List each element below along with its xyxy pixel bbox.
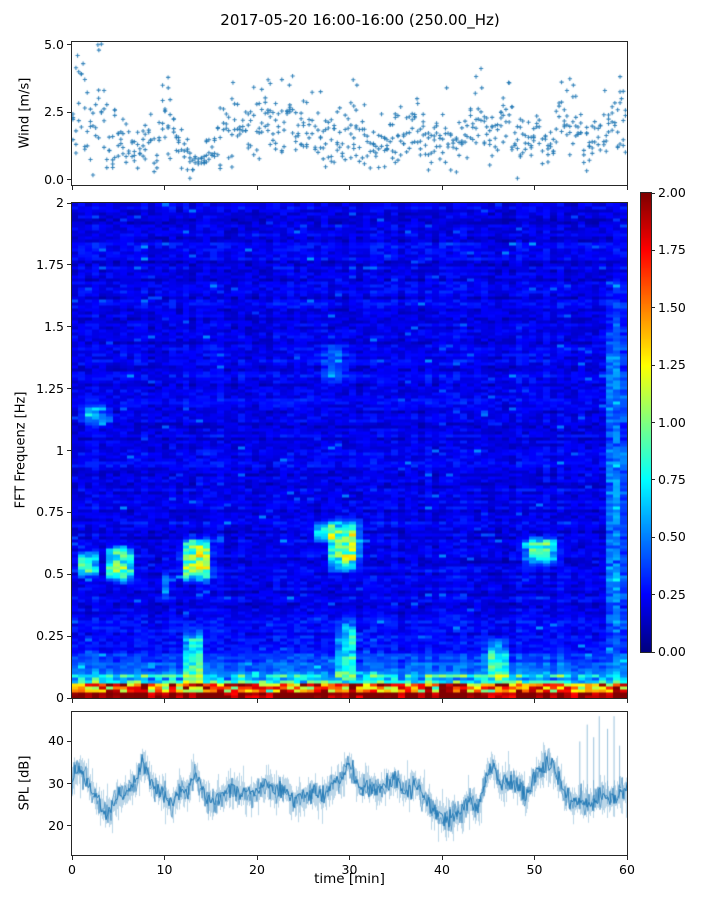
spl-ytick-label: 30 <box>48 775 64 791</box>
colorbar-gradient <box>641 193 651 652</box>
tick-mark <box>71 186 73 190</box>
time-xtick-label: 60 <box>619 862 635 877</box>
time-xtick-label: 0 <box>68 862 76 877</box>
spec-ytick-label: 2 <box>56 195 64 210</box>
tick-mark <box>652 479 655 481</box>
tick-mark <box>67 511 71 513</box>
wind-ytick-label: 2.5 <box>44 104 64 120</box>
tick-mark <box>349 186 350 190</box>
colorbar-tick-label: 0.50 <box>658 529 686 545</box>
tick-mark <box>349 699 350 703</box>
tick-mark <box>67 44 71 46</box>
spec-ytick-label: 1 <box>56 442 64 458</box>
time-xtick-label: 40 <box>434 862 450 877</box>
wind-scatter-plot <box>72 42 627 185</box>
tick-mark <box>67 388 71 390</box>
tick-mark <box>164 186 165 190</box>
tick-mark <box>534 856 535 860</box>
tick-mark <box>441 699 443 703</box>
tick-mark <box>67 783 71 784</box>
tick-mark <box>652 594 655 596</box>
tick-mark <box>652 307 655 309</box>
tick-mark <box>67 264 71 266</box>
tick-mark <box>652 536 655 538</box>
time-xlabel: time [min] <box>314 871 385 887</box>
tick-mark <box>441 856 443 860</box>
colorbar-axes <box>640 192 652 653</box>
tick-mark <box>164 699 165 703</box>
tick-mark <box>652 651 655 653</box>
tick-mark <box>67 740 71 742</box>
spl-line-plot <box>72 712 627 855</box>
tick-mark <box>71 856 73 860</box>
wind-ytick-label: 0.0 <box>44 171 64 187</box>
spl-ytick-label: 20 <box>48 817 64 833</box>
colorbar-tick-label: 1.50 <box>658 299 686 315</box>
colorbar-tick-label: 1.25 <box>658 357 686 373</box>
spectrogram-axes <box>71 202 628 699</box>
tick-mark <box>67 179 71 181</box>
time-xtick-label: 10 <box>156 862 173 877</box>
colorbar-tick-label: 1.75 <box>658 242 686 258</box>
colorbar-tick-label: 2.00 <box>658 185 686 200</box>
tick-mark <box>652 192 655 194</box>
colorbar-tick-label: 0.75 <box>658 471 686 487</box>
tick-mark <box>349 856 350 860</box>
tick-mark <box>626 856 628 860</box>
spec-ytick-label: 1.75 <box>36 256 64 272</box>
spec-ytick-label: 0.25 <box>36 628 64 644</box>
tick-mark <box>626 699 628 703</box>
spec-ytick-label: 0 <box>56 690 64 705</box>
tick-mark <box>256 186 258 190</box>
tick-mark <box>626 186 628 190</box>
tick-mark <box>67 111 71 113</box>
tick-mark <box>534 186 535 190</box>
spec-ytick-label: 1.5 <box>44 318 64 334</box>
time-xtick-label: 30 <box>341 862 358 877</box>
time-xtick-label: 20 <box>249 862 265 877</box>
wind-ytick-label: 5.0 <box>44 36 64 52</box>
figure-title: 2017-05-20 16:00-16:00 (250.00_Hz) <box>220 11 500 29</box>
tick-mark <box>164 856 165 860</box>
tick-mark <box>441 186 443 190</box>
tick-mark <box>67 202 71 204</box>
tick-mark <box>67 697 71 699</box>
spectrogram-heatmap <box>72 203 627 698</box>
tick-mark <box>67 825 71 827</box>
tick-mark <box>256 699 258 703</box>
spec-ytick-label: 1.25 <box>36 380 64 396</box>
colorbar-tick-label: 0.00 <box>658 644 686 659</box>
tick-mark <box>652 364 655 366</box>
tick-mark <box>71 699 73 703</box>
tick-mark <box>67 573 71 575</box>
spec-ytick-label: 0.5 <box>44 566 64 582</box>
spec-ytick-label: 0.75 <box>36 504 64 520</box>
tick-mark <box>534 699 535 703</box>
colorbar-tick-label: 0.25 <box>658 586 686 602</box>
colorbar-tick-label: 1.00 <box>658 414 686 430</box>
tick-mark <box>256 856 258 860</box>
tick-mark <box>67 326 71 328</box>
tick-mark <box>652 422 655 423</box>
time-xtick-label: 50 <box>526 862 543 877</box>
wind-axes <box>71 41 628 186</box>
spl-axes <box>71 711 628 856</box>
tick-mark <box>652 249 655 251</box>
tick-mark <box>67 635 71 637</box>
spl-ytick-label: 40 <box>48 733 64 749</box>
tick-mark <box>67 450 71 451</box>
